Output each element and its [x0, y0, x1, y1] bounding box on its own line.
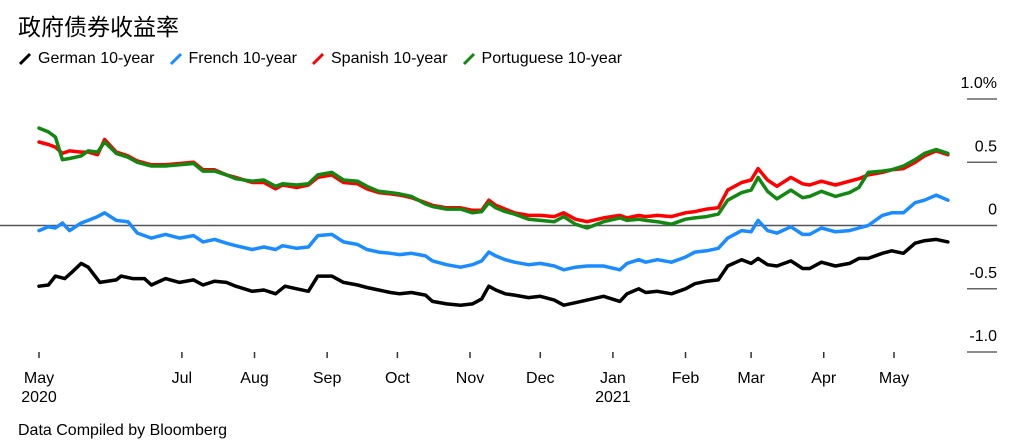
legend-label: German 10-year	[38, 50, 155, 67]
y-tick-label: 0	[988, 202, 997, 219]
chart-title: 政府债券收益率	[18, 15, 179, 41]
x-tick-year-label: 2021	[595, 389, 631, 406]
x-tick-label: Nov	[456, 370, 484, 387]
x-tick-label: Mar	[737, 370, 765, 387]
x-tick-label: Aug	[240, 370, 268, 387]
x-tick-label: Oct	[385, 370, 410, 387]
x-tick-label: Dec	[526, 370, 554, 387]
legend-label: French 10-year	[188, 50, 298, 67]
y-tick-label: 0.5	[975, 138, 997, 155]
x-tick-label: Feb	[672, 370, 700, 387]
series-line-spanish-10-year	[37, 137, 950, 224]
x-tick-label: Jul	[172, 370, 192, 387]
series-line-portuguese-10-year	[37, 126, 950, 230]
legend-swatch-icon	[462, 52, 475, 66]
x-tick-label: May	[879, 370, 909, 387]
legend-item: German 10-year	[18, 50, 155, 68]
y-tick-label: -1.0	[969, 328, 997, 345]
legend-item: Spanish 10-year	[311, 50, 448, 68]
x-tick-label: Jan	[600, 370, 626, 387]
series-line-german-10-year	[37, 237, 950, 307]
x-tick-year-label: 2020	[21, 389, 57, 406]
legend: German 10-year French 10-year Spanish 10-y…	[18, 50, 622, 68]
legend-item: Portuguese 10-year	[462, 50, 623, 68]
legend-swatch-icon	[18, 52, 32, 66]
legend-swatch-icon	[311, 52, 325, 66]
x-tick-label: May	[24, 370, 54, 387]
x-tick-label: Sep	[313, 370, 342, 387]
legend-label: Portuguese 10-year	[481, 50, 623, 67]
legend-label: Spanish 10-year	[331, 50, 448, 67]
legend-swatch-icon	[169, 52, 182, 66]
y-tick-label: 1.0%	[961, 75, 997, 92]
legend-item: French 10-year	[169, 50, 298, 68]
y-tick-label: -0.5	[969, 265, 997, 282]
series-line-french-10-year	[37, 193, 950, 272]
x-tick-label: Apr	[811, 370, 837, 387]
source-note: Data Compiled by Bloomberg	[18, 422, 227, 439]
